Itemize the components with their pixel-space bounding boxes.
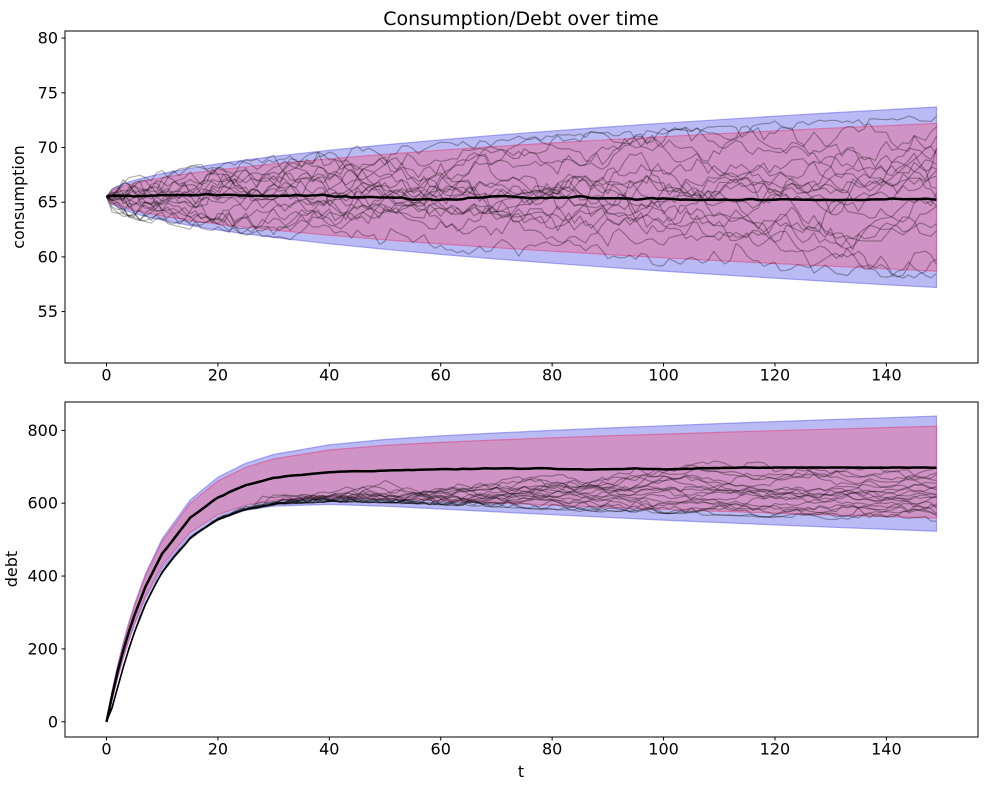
debt-sample-path [105,494,937,723]
x-tick-label: 40 [319,366,339,385]
y-tick-label: 400 [27,567,58,586]
debt-sample-path [105,482,937,723]
debt-sample-path [105,482,937,723]
y-tick-label: 75 [38,83,58,102]
x-tick-label: 40 [319,740,339,759]
consumption-sample-path [105,126,937,214]
consumption-sample-path [106,119,937,209]
consumption-sample-path [106,155,937,230]
x-tick-label: 80 [542,740,562,759]
x-tick-label: 80 [542,366,562,385]
consumption-sample-path [106,162,937,240]
x-tick-label: 0 [101,740,111,759]
consumption-sample-path [106,151,937,216]
consumption-sample-path [106,192,937,279]
figure-title: Consumption/Debt over time [383,8,658,30]
x-tick-label: 140 [871,740,902,759]
consumption-sample-path [106,168,937,247]
debt-sample-path [105,487,937,723]
consumption-sample-path [106,179,937,251]
debt-sample-path [105,472,937,723]
consumption-sample-path [106,163,937,279]
x-tick-label: 20 [208,740,228,759]
consumption-mean-line [106,192,937,202]
debt-sample-path [105,488,937,723]
y-tick-label: 70 [38,138,58,157]
x-tick-label: 100 [648,740,679,759]
x-tick-label: 120 [760,740,791,759]
debt-y-axis-label: debt [2,551,21,587]
x-tick-label: 0 [101,366,111,385]
y-tick-label: 200 [27,639,58,658]
debt-sample-path [105,464,937,723]
x-axis-label: t [518,762,524,781]
x-tick-label: 60 [431,740,451,759]
x-tick-label: 140 [871,366,902,385]
x-tick-label: 20 [208,366,228,385]
debt-sample-path [105,485,937,723]
debt-sample-path [105,479,937,723]
consumption-sample-path [106,185,938,272]
consumption-sample-path [106,130,938,222]
y-tick-label: 800 [27,421,58,440]
debt-inner-band [105,425,938,722]
y-tick-label: 80 [38,29,58,48]
consumption-y-axis-label: consumption [9,145,28,249]
debt-sample-path [105,477,937,723]
debt-axes-spines [64,401,979,738]
consumption-sample-path [106,148,938,232]
consumption-sample-path [105,151,937,217]
x-tick-label: 60 [431,366,451,385]
y-tick-label: 600 [27,494,58,513]
debt-sample-path [105,487,937,723]
consumption-sample-path [105,127,937,226]
debt-sample-path [105,493,937,722]
x-tick-label: 120 [760,366,791,385]
y-tick-label: 60 [38,247,58,266]
consumption-sample-path [106,135,938,247]
debt-sample-path [105,467,937,722]
x-tick-label: 100 [648,366,679,385]
consumption-subplot: 0 20 40 60 80 100 120 140 55 60 65 70 75 80 [38,29,979,385]
consumption-axes-spines [64,30,979,364]
debt-mean-line [105,466,937,723]
debt-sample-path [105,489,937,722]
consumption-sample-path [106,177,937,243]
debt-sample-path [105,466,937,723]
debt-sample-path [105,473,937,723]
debt-sample-path [105,490,937,723]
consumption-sample-path [106,145,937,205]
debt-subplot: 0 20 40 60 80 100 120 140 0 200 400 600 800 [27,401,979,759]
consumption-sample-path [106,176,937,278]
y-tick-label: 55 [38,302,58,321]
y-tick-label: 0 [48,712,58,731]
debt-sample-path [105,480,937,723]
consumption-sample-path [106,151,937,223]
debt-sample-path [105,495,937,723]
y-tick-label: 65 [38,193,58,212]
